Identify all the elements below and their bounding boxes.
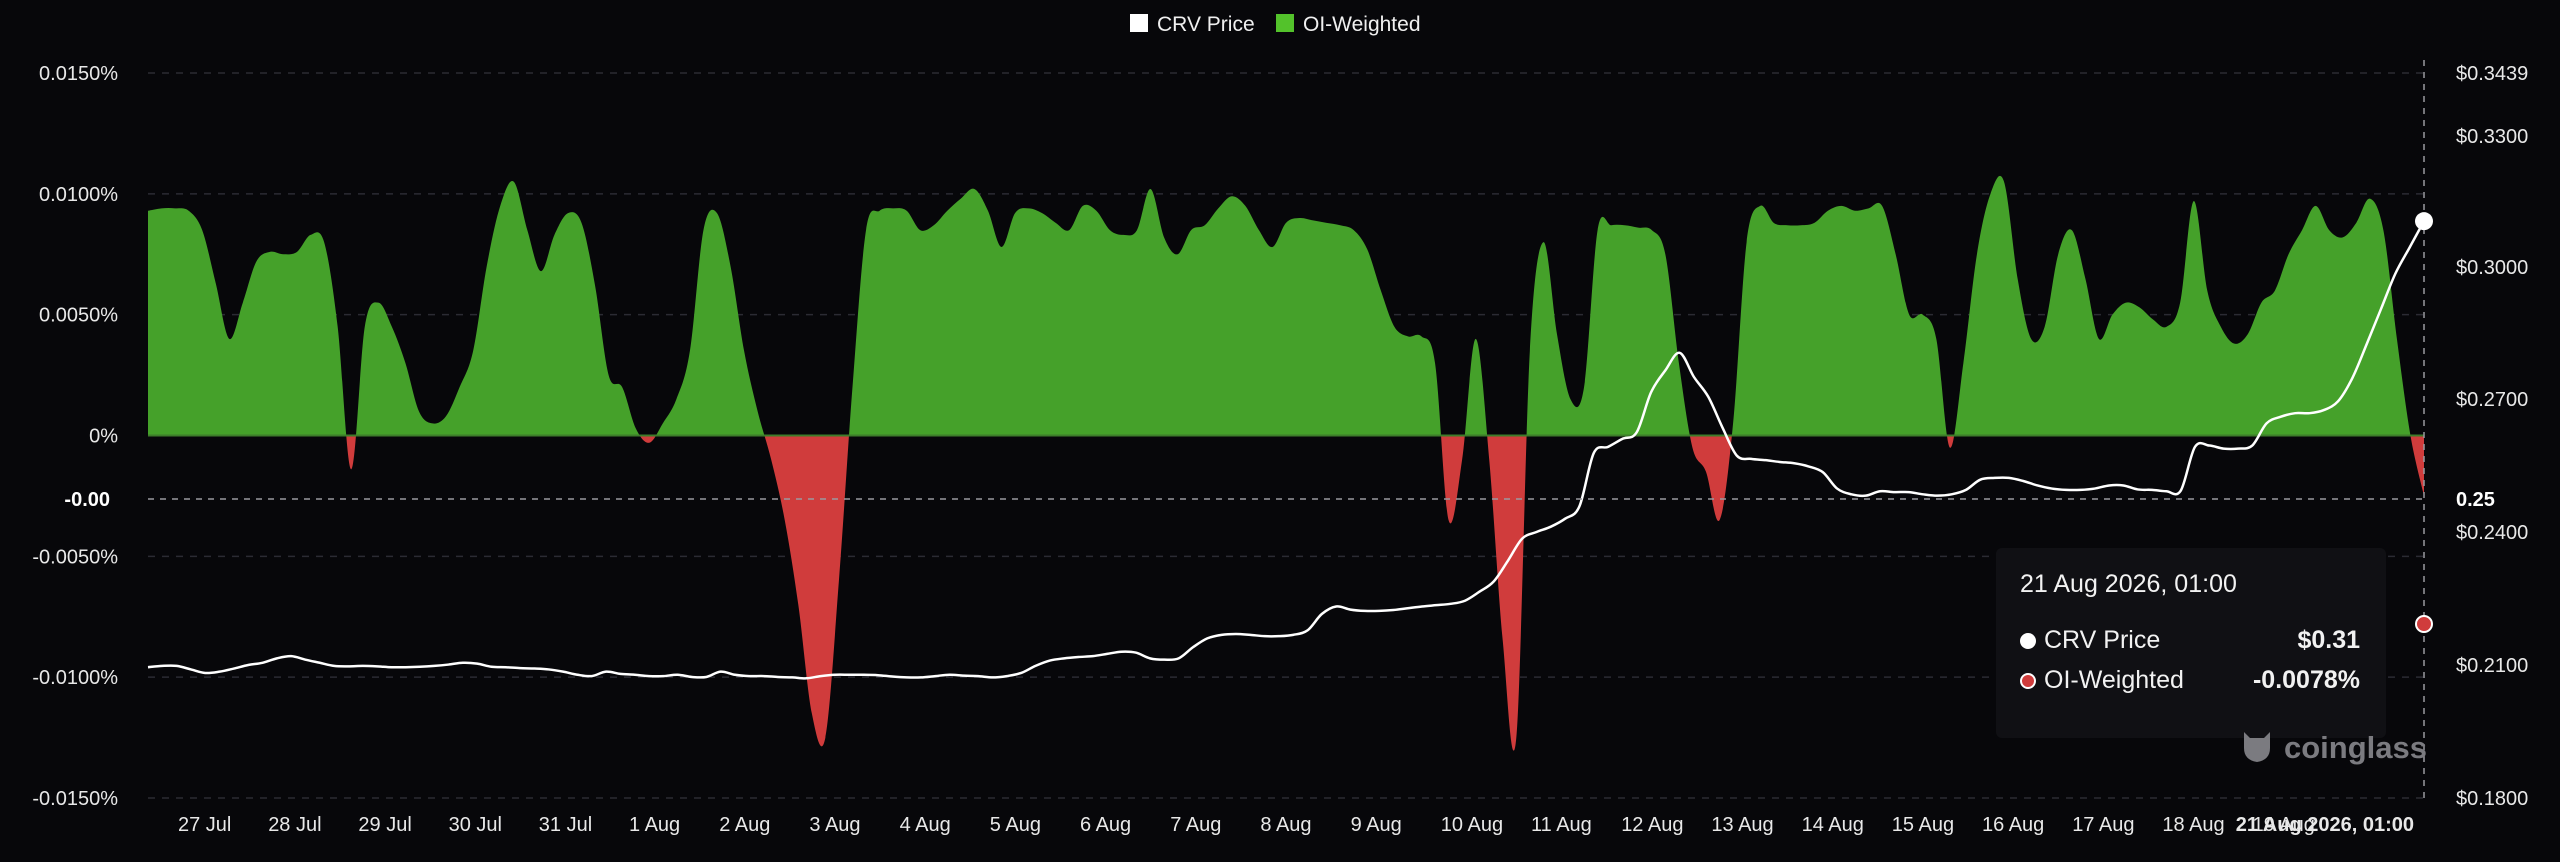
tooltip-row-oi-weighted: OI-Weighted -0.0078% (2020, 666, 2360, 695)
hover-markers (2415, 212, 2433, 633)
right-tick-label: $0.3439 (2456, 63, 2528, 85)
oi-weighted-positive-area (148, 175, 2424, 436)
x-tick-label: 21 Aug 2026, 01:00 (2236, 814, 2414, 836)
x-tick-label: 19 Aug (2253, 814, 2315, 836)
oi-weighted-marker (2415, 615, 2433, 633)
tooltip-title: 21 Aug 2026, 01:00 (2020, 570, 2237, 598)
right-tick-label: $0.2700 (2456, 389, 2528, 411)
left-tick-label: 0% (89, 426, 118, 448)
left-tick-label: 0.0100% (39, 184, 118, 206)
right-tick-label: $0.3000 (2456, 257, 2528, 279)
x-tick-label: 15 Aug (1892, 814, 1954, 836)
x-tick-label: 28 Jul (268, 814, 321, 836)
tooltip-label-oi-weighted: OI-Weighted (2044, 666, 2184, 694)
left-tick-label: -0.0050% (32, 546, 118, 568)
left-tick-label: 0.0050% (39, 305, 118, 327)
crosshair-left-label: -0.00 (64, 489, 110, 511)
left-tick-label: -0.0100% (32, 667, 118, 689)
x-tick-label: 14 Aug (1802, 814, 1864, 836)
crv-price-path (147, 220, 2426, 680)
x-tick-label: 3 Aug (809, 814, 860, 836)
right-tick-label: $0.3300 (2456, 126, 2528, 148)
left-tick-label: 0.0150% (39, 63, 118, 85)
left-axis: 0.0150% 0.0100% 0.0050% 0% -0.0050% -0.0100% -… (32, 63, 118, 810)
x-tick-label: 4 Aug (900, 814, 951, 836)
crv-price-marker (2415, 212, 2433, 231)
watermark-text: coinglass (2284, 730, 2427, 765)
legend-swatch-crv-price (1130, 14, 1148, 32)
x-tick-label: 11 Aug (1531, 814, 1592, 836)
right-tick-label: $0.2400 (2456, 522, 2528, 544)
tooltip-row-crv-price: CRV Price $0.31 (2020, 626, 2360, 655)
tooltip-dot-crv-price (2020, 633, 2036, 649)
legend-label-crv-price[interactable]: CRV Price (1157, 13, 1255, 36)
crv-price-line (147, 220, 2426, 680)
left-tick-label: -0.0150% (32, 788, 118, 810)
x-tick-label: 12 Aug (1621, 814, 1683, 836)
crosshair: -0.00 0.25 (64, 60, 2495, 798)
right-tick-label: $0.2100 (2456, 655, 2528, 677)
coinglass-watermark: coinglass (2240, 728, 2427, 766)
tooltip-label-crv-price: CRV Price (2044, 626, 2161, 654)
x-tick-label: 16 Aug (1982, 814, 2044, 836)
x-tick-label: 1 Aug (629, 814, 680, 836)
oi-weighted-area (148, 175, 2424, 751)
crosshair-right-label: 0.25 (2456, 489, 2495, 511)
x-tick-label: 10 Aug (1441, 814, 1503, 836)
x-tick-label: 9 Aug (1351, 814, 1402, 836)
hover-tooltip: 21 Aug 2026, 01:00 CRV Price $0.31 OI-We… (1996, 548, 2386, 738)
x-tick-label: 8 Aug (1260, 814, 1311, 836)
x-tick-label: 30 Jul (449, 814, 502, 836)
x-tick-label: 31 Jul (539, 814, 592, 836)
legend-label-oi-weighted[interactable]: OI-Weighted (1303, 13, 1421, 36)
x-axis: 27 Jul 28 Jul 29 Jul 30 Jul 31 Jul 1 Aug 2 Aug… (178, 814, 2414, 836)
x-tick-label: 5 Aug (990, 814, 1041, 836)
x-tick-label: 2 Aug (719, 814, 770, 836)
x-tick-label: 6 Aug (1080, 814, 1131, 836)
tooltip-value-oi-weighted: -0.0078% (2252, 666, 2360, 694)
coinglass-logo-icon (2244, 732, 2270, 762)
x-tick-label: 13 Aug (1711, 814, 1773, 836)
legend-swatch-oi-weighted (1276, 14, 1294, 32)
legend: CRV Price OI-Weighted (1130, 13, 1421, 36)
x-tick-label: 27 Jul (178, 814, 231, 836)
right-axis: $0.3439 $0.3300 $0.3000 $0.2700 $0.2400 $0.21… (2456, 63, 2528, 810)
x-tick-label: 7 Aug (1170, 814, 1221, 836)
right-tick-label: $0.1800 (2456, 788, 2528, 810)
tooltip-dot-oi-weighted (2020, 673, 2036, 689)
x-tick-label: 18 Aug (2162, 814, 2224, 836)
x-tick-label: 17 Aug (2072, 814, 2134, 836)
tooltip-value-crv-price: $0.31 (2297, 626, 2360, 654)
x-tick-label: 29 Jul (358, 814, 411, 836)
